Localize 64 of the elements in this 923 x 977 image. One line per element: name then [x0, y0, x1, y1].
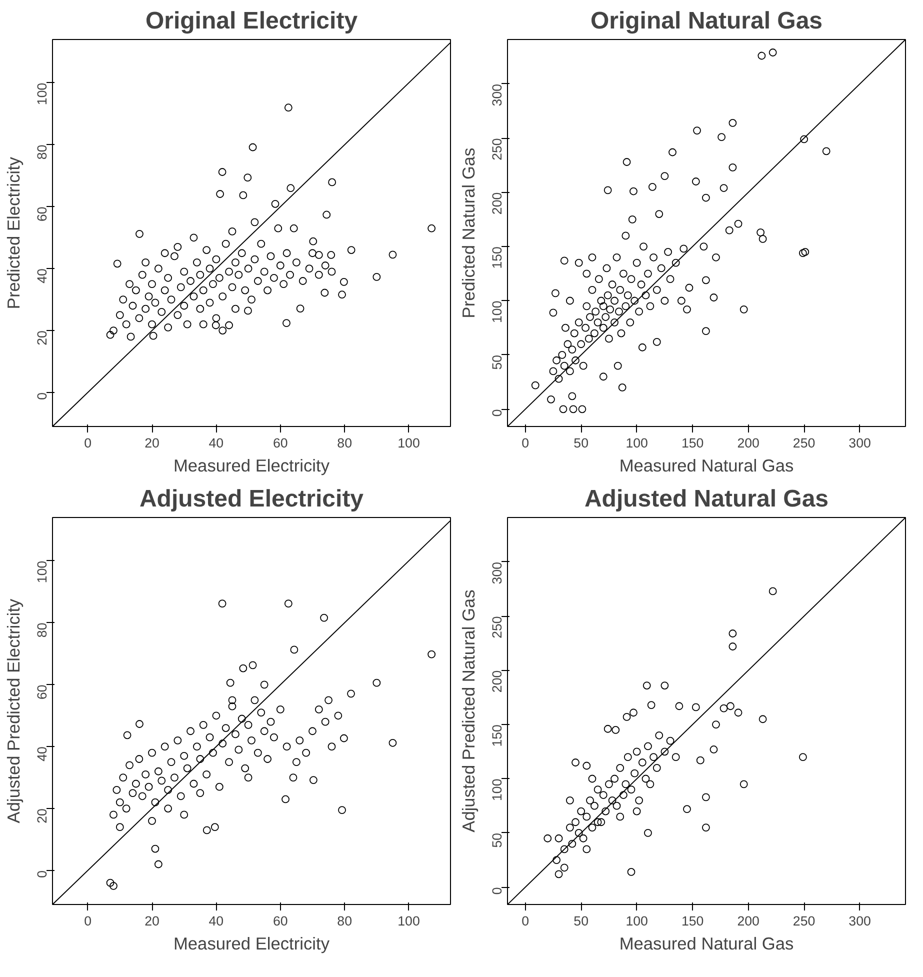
x-tick-label: 300 [848, 436, 871, 450]
y-tick-label: 50 [490, 354, 504, 370]
x-axis-title: Measured Electricity [174, 934, 330, 954]
x-tick-label: 60 [272, 914, 288, 928]
y-tick-label: 0 [34, 392, 50, 400]
y-tick-label: 300 [490, 562, 504, 584]
y-axis-title: Adjusted Predicted Electricity [4, 598, 24, 824]
y-tick-label: 0 [34, 870, 50, 878]
y-tick-label: 250 [490, 616, 504, 638]
y-tick-label: 20 [34, 330, 50, 346]
x-tick-label: 250 [792, 436, 816, 450]
x-tick-label: 40 [208, 436, 224, 450]
y-tick-label: 250 [490, 138, 504, 160]
x-axis-title: Measured Natural Gas [619, 934, 794, 954]
chart-title: Original Electricity [145, 8, 358, 34]
x-tick-label: 200 [737, 914, 760, 928]
chart-title: Adjusted Natural Gas [584, 486, 829, 512]
y-tick-label: 200 [490, 192, 504, 215]
chart-title: Adjusted Electricity [139, 486, 364, 512]
x-tick-label: 100 [398, 914, 420, 928]
x-tick-label: 100 [626, 436, 648, 450]
y-tick-label: 100 [34, 560, 50, 584]
y-tick-label: 50 [490, 832, 504, 848]
x-tick-label: 0 [522, 914, 530, 928]
y-axis-title: Predicted Electricity [4, 156, 24, 310]
y-tick-label: 100 [490, 300, 504, 323]
y-tick-label: 100 [490, 778, 504, 801]
y-tick-label: 200 [490, 670, 504, 693]
y-tick-label: 150 [490, 246, 504, 269]
x-tick-label: 80 [337, 914, 352, 928]
x-tick-label: 0 [84, 914, 92, 928]
y-tick-label: 300 [490, 84, 504, 106]
x-tick-label: 40 [208, 914, 224, 928]
x-axis-title: Measured Electricity [174, 456, 330, 476]
x-tick-label: 20 [144, 436, 160, 450]
x-tick-label: 100 [398, 436, 420, 450]
y-axis-title: Adjusted Predicted Natural Gas [458, 589, 478, 832]
y-tick-label: 20 [34, 808, 50, 824]
x-tick-label: 150 [681, 436, 704, 450]
x-tick-label: 80 [337, 436, 352, 450]
y-tick-label: 60 [34, 206, 50, 222]
y-tick-label: 0 [490, 409, 504, 417]
x-tick-label: 50 [574, 914, 588, 928]
x-tick-label: 0 [84, 436, 92, 450]
x-tick-label: 0 [522, 436, 530, 450]
y-tick-label: 80 [34, 622, 50, 638]
x-tick-label: 200 [737, 436, 760, 450]
y-tick-label: 60 [34, 684, 50, 700]
x-tick-label: 20 [144, 914, 160, 928]
y-tick-label: 80 [34, 144, 50, 160]
x-axis-title: Measured Natural Gas [619, 456, 794, 476]
x-tick-label: 100 [626, 914, 648, 928]
y-tick-label: 0 [490, 887, 504, 895]
chart-title: Original Natural Gas [590, 8, 823, 34]
x-tick-label: 50 [574, 436, 588, 450]
y-tick-label: 40 [34, 268, 50, 284]
y-tick-label: 40 [34, 746, 50, 762]
x-tick-label: 300 [848, 914, 871, 928]
x-tick-label: 250 [792, 914, 816, 928]
y-axis-title: Predicted Natural Gas [458, 147, 478, 318]
x-tick-label: 150 [681, 914, 704, 928]
y-tick-label: 100 [34, 82, 50, 106]
x-tick-label: 60 [272, 436, 288, 450]
y-tick-label: 150 [490, 724, 504, 747]
